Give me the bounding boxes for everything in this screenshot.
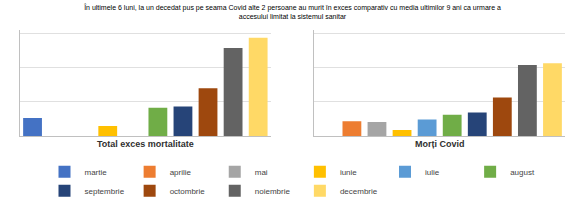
svg-text:septembrie: septembrie xyxy=(85,187,125,196)
svg-text:În ultimele 6 luni, la un dece: În ultimele 6 luni, la un decedat pus pe… xyxy=(83,3,501,20)
svg-text:martie: martie xyxy=(85,168,108,177)
svg-text:octombrie: octombrie xyxy=(170,187,206,196)
svg-text:Total exces mortalitate: Total exces mortalitate xyxy=(97,139,194,149)
svg-text:august: august xyxy=(510,168,535,177)
svg-text:Morți Covid: Morți Covid xyxy=(415,139,465,149)
svg-text:iulie: iulie xyxy=(425,168,440,177)
svg-text:decembrie: decembrie xyxy=(340,187,378,196)
svg-text:mai: mai xyxy=(255,168,268,177)
svg-text:iunie: iunie xyxy=(340,168,357,177)
svg-text:aprilie: aprilie xyxy=(170,168,192,177)
svg-text:noiembrie: noiembrie xyxy=(255,187,291,196)
